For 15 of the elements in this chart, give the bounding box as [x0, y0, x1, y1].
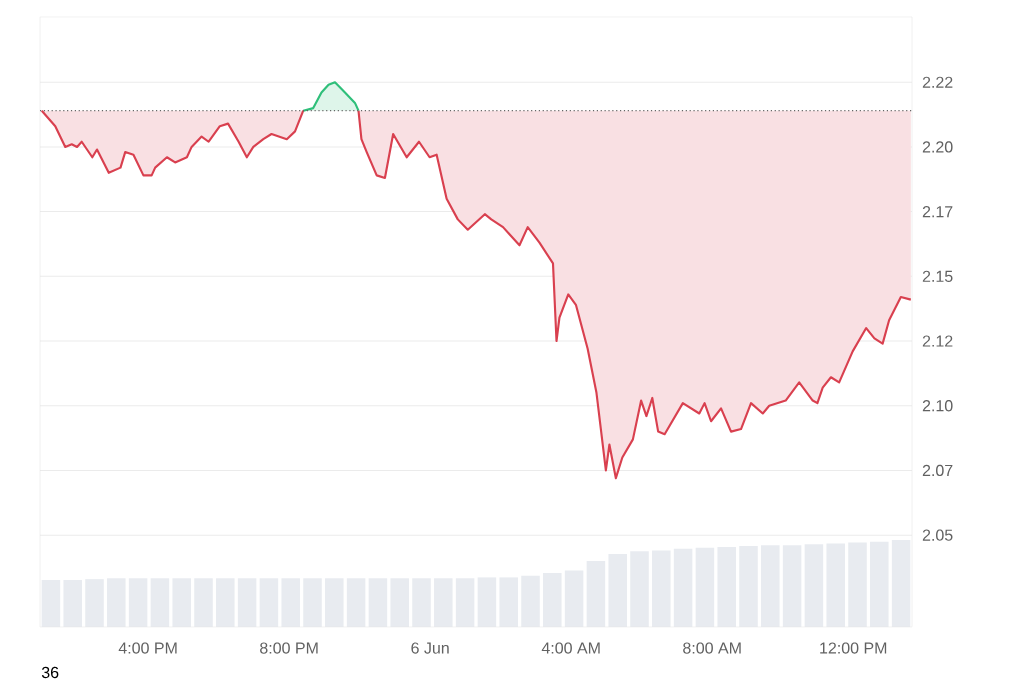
y-tick-label: 2.17	[922, 206, 953, 218]
y-tick-label: 2.05	[922, 529, 953, 541]
text: 36	[41, 666, 59, 679]
y-tick-label: 2.07	[922, 464, 953, 477]
y-tick-label: 2.10	[922, 400, 953, 412]
y-tick-label: 2.22	[922, 76, 953, 88]
x-tick-label: 8:00 AM	[683, 642, 741, 654]
x-tick-label: 6 Jun	[411, 642, 449, 654]
y-tick-label: 2.20	[922, 141, 953, 153]
x-tick-label: 4:00 PM	[118, 642, 177, 654]
x-tick-label: 12:00 PM	[820, 642, 887, 654]
y-tick-label: 2.15	[922, 270, 953, 282]
x-tick-label: 8:00 PM	[260, 642, 318, 654]
x-tick-label: 4:00 AM	[541, 642, 600, 654]
y-tick-label: 2.12	[922, 335, 953, 347]
